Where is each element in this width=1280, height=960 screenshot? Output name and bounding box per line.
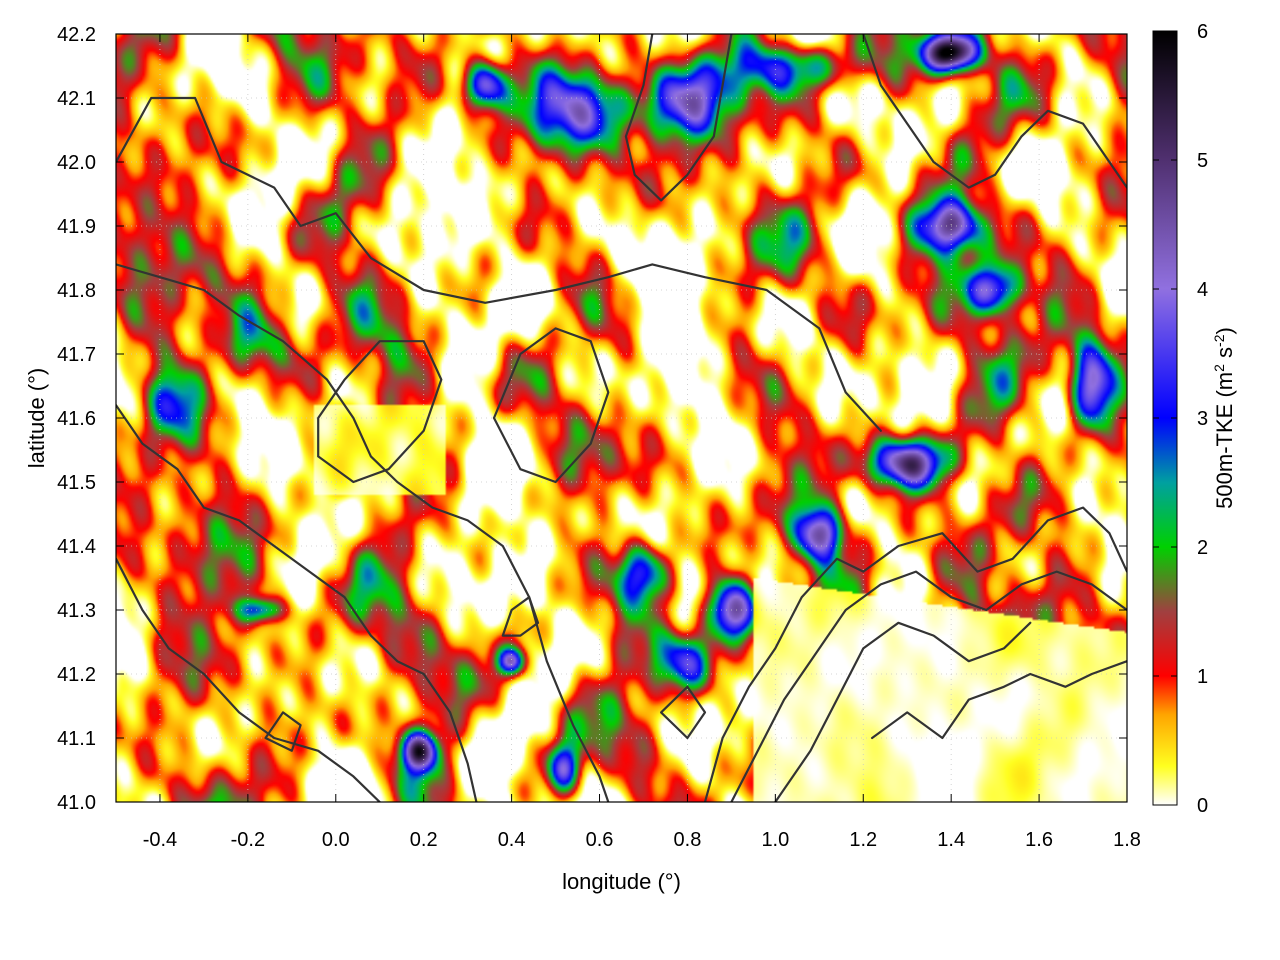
colorbar-tick-label: 2 <box>1197 537 1208 559</box>
x-tick-label: 0.6 <box>586 829 614 851</box>
terrain-contour-line <box>116 404 478 802</box>
terrain-contour-line <box>659 685 707 740</box>
plot-area <box>116 34 1127 802</box>
x-tick-label: 0.8 <box>674 829 702 851</box>
colorbar-label: 500m-TKE (m2 s-2) <box>1211 327 1237 509</box>
y-axis-ticks: 41.0 41.1 41.2 41.3 41.4 41.5 41.6 41.7 41.8 41.9… <box>57 24 1127 814</box>
y-tick-label: 41.0 <box>57 792 96 814</box>
colorbar-label-mid: s <box>1212 347 1237 364</box>
terrain-contour-line <box>116 263 610 802</box>
terrain-contour-line <box>774 621 1032 802</box>
terrain-contour-line <box>703 506 1127 802</box>
x-tick-label: 0.0 <box>322 829 350 851</box>
y-tick-label: 41.5 <box>57 472 96 494</box>
colorbar-tick-label: 5 <box>1197 150 1208 172</box>
x-tick-label: -0.4 <box>143 829 177 851</box>
y-tick-label: 42.0 <box>57 152 96 174</box>
x-axis-ticks: -0.4 -0.2 0.0 0.2 0.4 0.6 0.8 1.0 1.2 1.4 1.6 1.8 <box>143 34 1141 851</box>
terrain-contour-line <box>317 340 443 484</box>
colorbar-ticks: 0 1 2 3 4 5 6 <box>1153 21 1208 817</box>
y-tick-label: 41.1 <box>57 728 96 750</box>
terrain-contours <box>116 34 1127 802</box>
x-tick-label: 1.2 <box>849 829 877 851</box>
colorbar-label-close: ) <box>1212 327 1237 334</box>
x-tick-label: 1.4 <box>937 829 965 851</box>
y-tick-label: 41.2 <box>57 664 96 686</box>
x-tick-label: 0.2 <box>410 829 438 851</box>
terrain-contour-line <box>862 34 1127 189</box>
y-tick-label: 41.9 <box>57 216 96 238</box>
x-axis-label: longitude (°) <box>562 869 681 894</box>
terrain-contour-line <box>501 596 540 637</box>
y-tick-label: 41.8 <box>57 280 96 302</box>
terrain-contour-line <box>492 327 610 484</box>
x-tick-label: 1.6 <box>1025 829 1053 851</box>
colorbar-tick-label: 0 <box>1197 795 1208 817</box>
terrain-contour-line <box>116 96 882 432</box>
x-tick-label: 0.4 <box>498 829 526 851</box>
colorbar-tick-label: 1 <box>1197 666 1208 688</box>
terrain-contour-line <box>624 34 733 202</box>
y-axis-label: latitude (°) <box>24 368 49 469</box>
y-tick-label: 41.3 <box>57 600 96 622</box>
colorbar-tick-label: 3 <box>1197 408 1208 430</box>
terrain-contour-line <box>116 557 381 802</box>
y-tick-label: 42.1 <box>57 88 96 110</box>
colorbar-label-main: 500m-TKE (m <box>1212 372 1237 509</box>
grid-lines <box>116 34 1127 802</box>
terrain-contour-line <box>264 711 302 752</box>
colorbar-label-sup2: -2 <box>1211 334 1227 347</box>
y-tick-label: 41.6 <box>57 408 96 430</box>
x-tick-label: -0.2 <box>231 829 265 851</box>
colorbar-tick-label: 4 <box>1197 279 1208 301</box>
y-tick-label: 42.2 <box>57 24 96 46</box>
colorbar-label-sup1: 2 <box>1211 364 1227 372</box>
colorbar-tick-label: 6 <box>1197 21 1208 43</box>
x-tick-label: 1.8 <box>1113 829 1141 851</box>
x-tick-label: 1.0 <box>761 829 789 851</box>
y-tick-label: 41.7 <box>57 344 96 366</box>
terrain-contour-line <box>730 570 1127 802</box>
terrain-contour-line <box>870 660 1127 740</box>
y-tick-label: 41.4 <box>57 536 96 558</box>
